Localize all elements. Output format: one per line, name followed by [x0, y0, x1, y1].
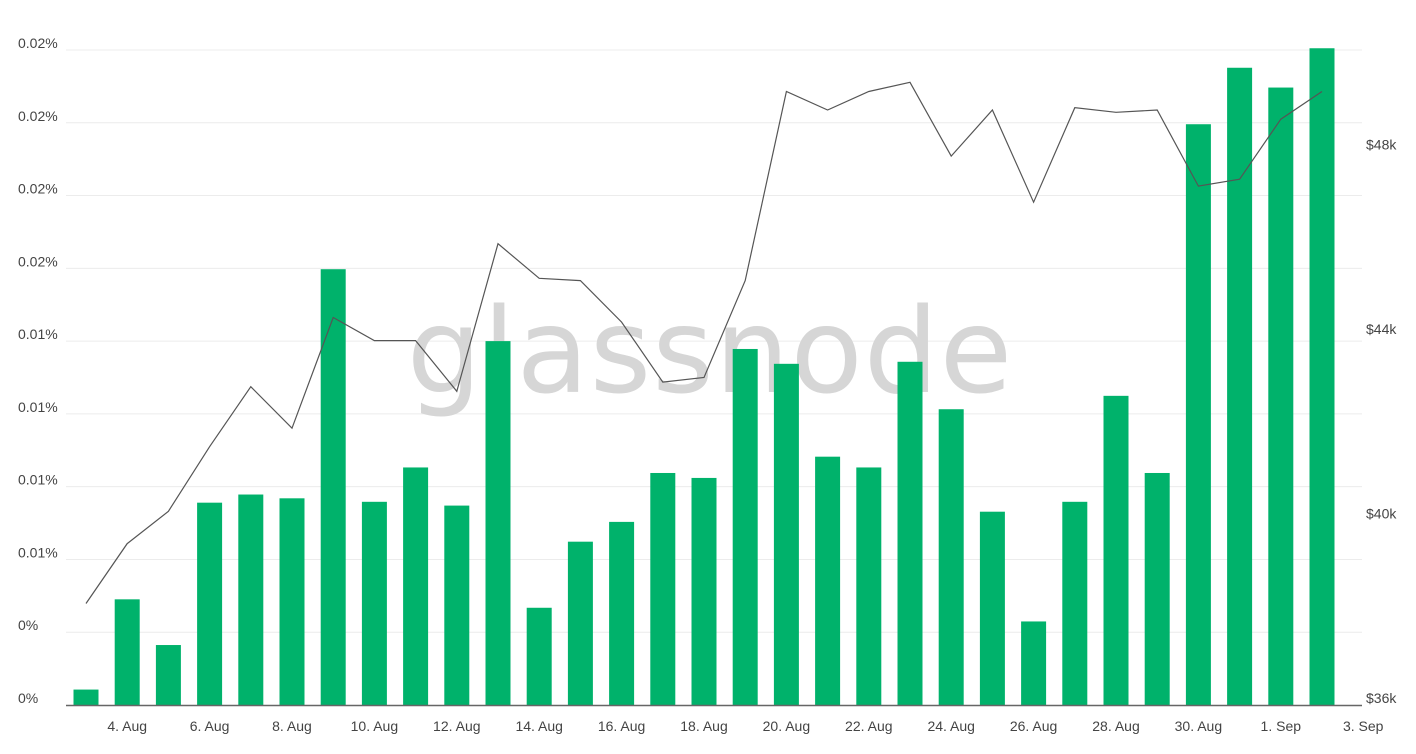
bar [1268, 87, 1294, 705]
x-tick-label: 10. Aug [351, 718, 399, 734]
x-tick-label: 14. Aug [515, 718, 563, 734]
left-y-tick-label: 0.01% [18, 544, 58, 560]
bar [1227, 67, 1253, 706]
left-y-tick-label: 0% [18, 617, 38, 633]
bar [567, 541, 593, 705]
x-axis: 4. Aug 6. Aug 8. Aug 10. Aug 12. Aug 14. Aug 1… [66, 704, 1384, 734]
x-tick-label: 4. Aug [107, 718, 147, 734]
left-y-tick-label: 0% [18, 690, 38, 706]
bar [1062, 501, 1088, 705]
bar [1021, 621, 1047, 705]
right-y-tick-label: $44k [1366, 321, 1397, 337]
bar [1185, 124, 1211, 705]
bar [609, 521, 635, 705]
bar [856, 467, 882, 705]
left-y-tick-label: 0.02% [18, 253, 58, 269]
bar [238, 494, 264, 705]
right-y-axis: $36k $40k $44k $48k [1366, 136, 1397, 706]
x-tick-label: 16. Aug [598, 718, 646, 734]
bar [773, 363, 799, 705]
bar [938, 409, 964, 705]
price-line [85, 81, 1323, 604]
right-y-tick-label: $40k [1366, 505, 1397, 521]
bar [650, 472, 676, 705]
bar [691, 477, 717, 705]
bar [979, 511, 1005, 705]
price-line-series [85, 81, 1323, 604]
x-tick-label: 22. Aug [845, 718, 893, 734]
right-y-tick-label: $48k [1366, 136, 1397, 152]
bar-series [73, 48, 1335, 706]
x-tick-label: 26. Aug [1010, 718, 1058, 734]
x-tick-label: 8. Aug [272, 718, 312, 734]
x-tick-label: 6. Aug [190, 718, 230, 734]
x-tick-label: 3. Sep [1343, 718, 1384, 734]
left-y-tick-label: 0.02% [18, 181, 58, 197]
left-y-tick-label: 0.02% [18, 35, 58, 51]
x-tick-label: 1. Sep [1261, 718, 1302, 734]
bar [1144, 472, 1170, 705]
left-y-tick-label: 0.02% [18, 108, 58, 124]
bar [526, 607, 552, 705]
bar [815, 456, 841, 705]
bar [897, 361, 923, 705]
bar [155, 645, 181, 705]
left-y-tick-label: 0.01% [18, 399, 58, 415]
bar [732, 348, 758, 705]
bar [403, 467, 429, 705]
bar [279, 498, 305, 705]
x-tick-label: 18. Aug [680, 718, 728, 734]
x-tick-label: 28. Aug [1092, 718, 1140, 734]
right-y-tick-label: $36k [1366, 690, 1397, 706]
x-tick-label: 12. Aug [433, 718, 481, 734]
x-tick-label: 30. Aug [1175, 718, 1223, 734]
bar [320, 269, 346, 705]
x-tick-label: 20. Aug [763, 718, 811, 734]
bar [114, 599, 140, 705]
bar [1309, 48, 1335, 705]
bar [1103, 395, 1129, 705]
bar [73, 689, 99, 705]
bar [361, 501, 387, 705]
x-tick-label: 24. Aug [927, 718, 975, 734]
bar [485, 341, 511, 705]
left-y-tick-label: 0.01% [18, 472, 58, 488]
bar [444, 505, 470, 705]
left-y-axis: 0% 0% 0.01% 0.01% 0.01% 0.01% 0.02% 0.02% 0.02% 0… [18, 35, 58, 706]
bar [197, 502, 223, 705]
left-y-tick-label: 0.01% [18, 326, 58, 342]
